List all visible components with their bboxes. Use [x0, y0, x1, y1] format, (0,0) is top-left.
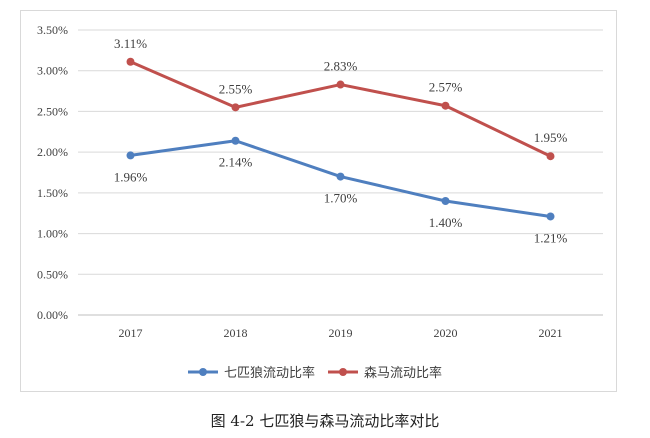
x-tick-label: 2021 [539, 326, 563, 340]
data-label: 1.21% [534, 230, 568, 245]
data-label: 3.11% [114, 36, 147, 51]
data-point [231, 136, 240, 145]
data-label: 1.70% [324, 191, 358, 206]
y-tick-label: 3.50% [37, 23, 68, 37]
figure-caption: 图 4-2 七匹狼与森马流动比率对比 [210, 412, 440, 430]
data-label: 2.57% [429, 80, 463, 95]
data-label: 2.55% [219, 81, 253, 96]
legend-entry: 森马流动比率 [364, 365, 442, 381]
series-line [129, 60, 552, 158]
data-point [126, 151, 135, 160]
data-label: 1.96% [114, 169, 148, 184]
data-point [546, 212, 555, 221]
y-tick-label: 2.50% [37, 104, 68, 118]
data-point [336, 172, 345, 181]
x-tick-label: 2018 [224, 326, 248, 340]
data-point [336, 80, 345, 89]
x-tick-label: 2019 [329, 326, 353, 340]
legend-marker [199, 368, 207, 376]
legend-entry: 七匹狼流动比率 [224, 365, 315, 381]
data-label: 2.14% [219, 155, 253, 170]
line-chart: 0.00% 0.50% 1.00% 1.50% 2.00% 2.50% 3.00% 3.50%… [37, 23, 603, 381]
data-point [546, 152, 555, 161]
data-point [231, 103, 240, 112]
data-point [126, 57, 135, 66]
data-point [441, 101, 450, 110]
data-label: 1.95% [534, 130, 568, 145]
data-point [441, 197, 450, 205]
data-label: 2.83% [324, 59, 358, 74]
y-tick-label: 0.00% [37, 308, 68, 322]
data-label: 1.40% [429, 215, 463, 230]
y-tick-label: 1.00% [37, 227, 68, 241]
legend-marker [339, 368, 347, 376]
y-tick-label: 0.50% [37, 267, 68, 281]
x-tick-label: 2020 [434, 326, 458, 340]
chart-frame [20, 10, 617, 392]
y-tick-label: 2.00% [37, 145, 68, 159]
x-tick-label: 2017 [119, 326, 143, 340]
y-tick-label: 1.50% [37, 186, 68, 200]
y-tick-label: 3.00% [37, 64, 68, 78]
